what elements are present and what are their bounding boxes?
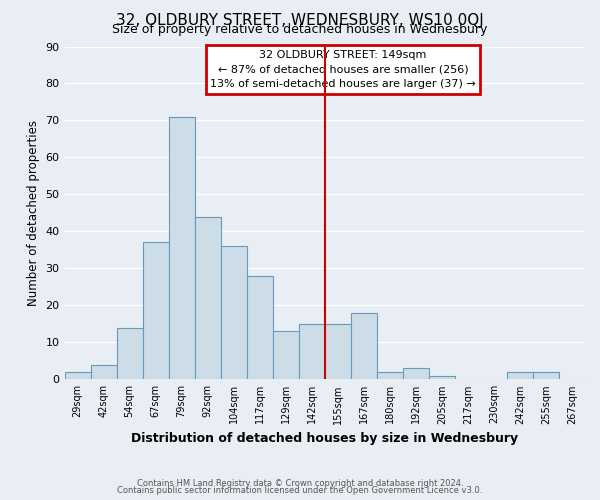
Bar (403, 368, 429, 380)
Text: 32, OLDBURY STREET, WEDNESBURY, WS10 0QJ: 32, OLDBURY STREET, WEDNESBURY, WS10 0QJ (116, 12, 484, 28)
Text: 32 OLDBURY STREET: 149sqm
← 87% of detached houses are smaller (256)
13% of semi: 32 OLDBURY STREET: 149sqm ← 87% of detac… (210, 50, 476, 90)
Text: Contains HM Land Registry data © Crown copyright and database right 2024.: Contains HM Land Registry data © Crown c… (137, 478, 463, 488)
Bar (507, 372, 533, 380)
Bar (351, 312, 377, 380)
Bar (299, 324, 325, 380)
Bar (116, 328, 143, 380)
Text: Contains public sector information licensed under the Open Government Licence v3: Contains public sector information licen… (118, 486, 482, 495)
Bar (169, 117, 194, 380)
Bar (273, 331, 299, 380)
Bar (325, 324, 351, 380)
Bar (65, 372, 91, 380)
Bar (247, 276, 273, 380)
Bar (143, 242, 169, 380)
Bar (533, 372, 559, 380)
Bar (429, 376, 455, 380)
X-axis label: Distribution of detached houses by size in Wednesbury: Distribution of detached houses by size … (131, 432, 518, 445)
Text: Size of property relative to detached houses in Wednesbury: Size of property relative to detached ho… (112, 22, 488, 36)
Bar (194, 216, 221, 380)
Bar (221, 246, 247, 380)
Y-axis label: Number of detached properties: Number of detached properties (27, 120, 40, 306)
Bar (377, 372, 403, 380)
Bar (91, 364, 116, 380)
